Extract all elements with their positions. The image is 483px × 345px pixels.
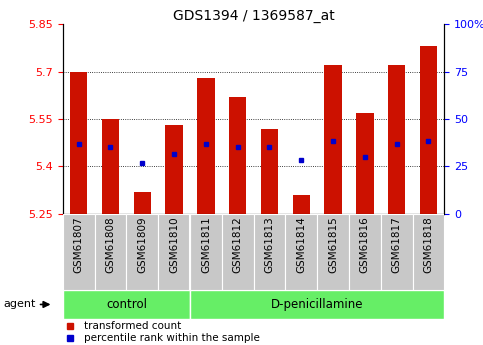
Text: GSM61807: GSM61807 xyxy=(74,216,84,273)
Bar xyxy=(412,214,444,290)
Text: GSM61808: GSM61808 xyxy=(105,216,115,273)
Bar xyxy=(197,78,214,214)
Text: D-penicillamine: D-penicillamine xyxy=(271,298,363,311)
Bar xyxy=(285,214,317,290)
Bar xyxy=(349,214,381,290)
Bar xyxy=(356,113,374,214)
Bar xyxy=(420,46,437,214)
Text: GSM61813: GSM61813 xyxy=(265,216,274,273)
Bar xyxy=(293,195,310,214)
Text: GSM61811: GSM61811 xyxy=(201,216,211,273)
Bar xyxy=(95,214,127,290)
Bar xyxy=(127,214,158,290)
Bar xyxy=(388,65,405,214)
Bar xyxy=(102,119,119,214)
Text: GSM61816: GSM61816 xyxy=(360,216,370,273)
Bar xyxy=(261,129,278,214)
Text: agent: agent xyxy=(3,299,36,309)
Text: GSM61810: GSM61810 xyxy=(169,216,179,273)
Bar xyxy=(70,72,87,214)
Bar xyxy=(63,290,190,319)
Bar xyxy=(381,214,412,290)
Text: control: control xyxy=(106,298,147,311)
Bar xyxy=(317,214,349,290)
Bar xyxy=(229,97,246,214)
Text: transformed count: transformed count xyxy=(84,322,181,331)
Text: GSM61815: GSM61815 xyxy=(328,216,338,273)
Text: GSM61809: GSM61809 xyxy=(137,216,147,273)
Bar xyxy=(158,214,190,290)
Bar xyxy=(222,214,254,290)
Text: GSM61814: GSM61814 xyxy=(296,216,306,273)
Bar xyxy=(190,290,444,319)
Bar xyxy=(63,214,95,290)
Bar xyxy=(254,214,285,290)
Text: GSM61818: GSM61818 xyxy=(424,216,433,273)
Bar xyxy=(190,214,222,290)
Text: percentile rank within the sample: percentile rank within the sample xyxy=(84,333,260,343)
Bar xyxy=(324,65,342,214)
Text: GSM61812: GSM61812 xyxy=(233,216,242,273)
Title: GDS1394 / 1369587_at: GDS1394 / 1369587_at xyxy=(173,9,334,23)
Bar xyxy=(133,192,151,214)
Bar xyxy=(165,125,183,214)
Text: GSM61817: GSM61817 xyxy=(392,216,402,273)
